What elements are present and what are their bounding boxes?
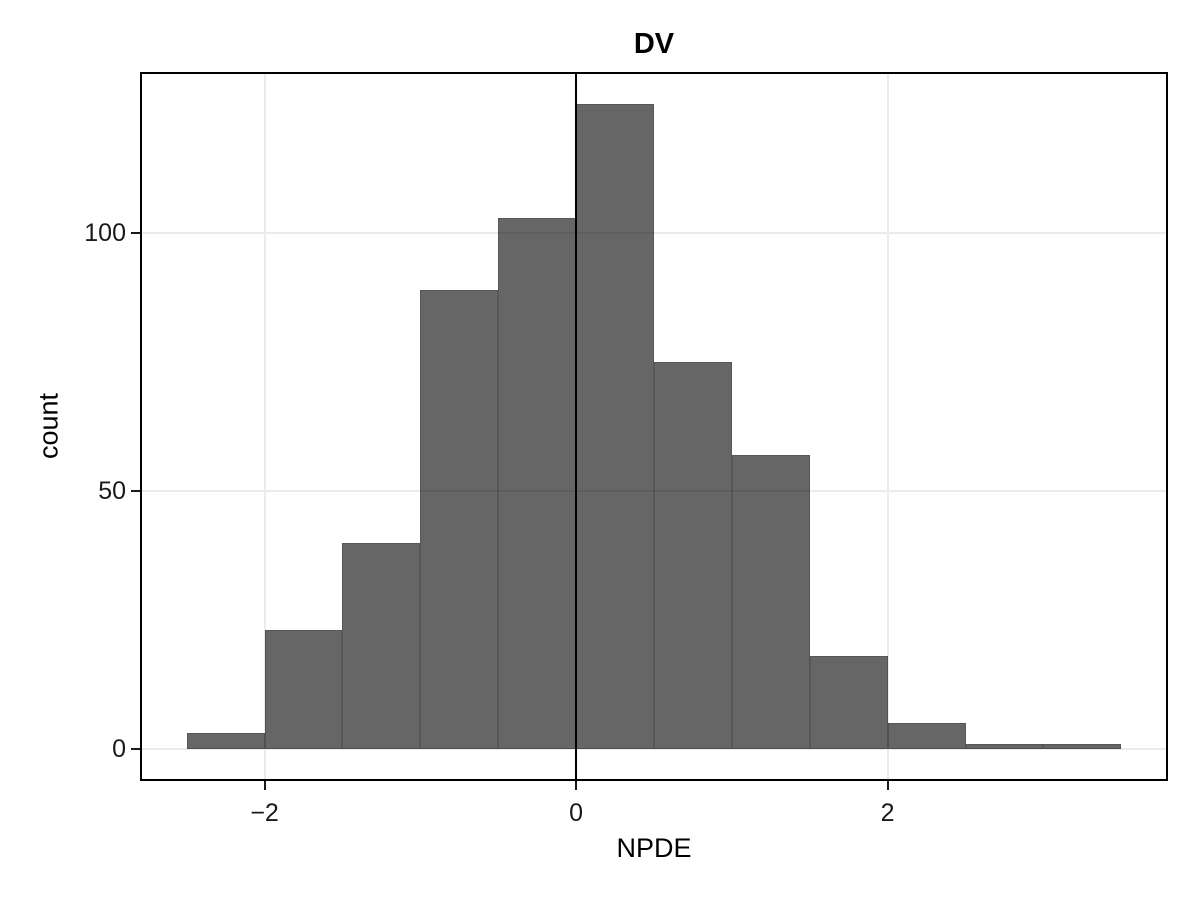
histogram-bar bbox=[731, 454, 810, 749]
histogram-bar bbox=[965, 743, 1044, 749]
x-axis-tick bbox=[886, 781, 889, 790]
x-gridline bbox=[263, 72, 266, 781]
histogram-bar bbox=[264, 630, 343, 749]
y-gridline bbox=[140, 232, 1168, 235]
histogram-bar bbox=[342, 542, 421, 749]
histogram-bar bbox=[654, 362, 732, 749]
histogram-bar bbox=[809, 655, 888, 749]
x-tick-label: 0 bbox=[569, 799, 584, 827]
histogram-bar bbox=[186, 733, 265, 749]
chart-title: DV bbox=[633, 28, 675, 60]
zero-reference-line bbox=[574, 72, 578, 781]
histogram-bar bbox=[420, 289, 499, 749]
y-tick-label: 50 bbox=[98, 476, 126, 505]
histogram-bar bbox=[576, 104, 654, 749]
histogram-bar bbox=[887, 722, 966, 749]
plot-panel bbox=[140, 72, 1168, 781]
x-axis-label: NPDE bbox=[616, 833, 692, 863]
histogram-bar bbox=[498, 217, 577, 749]
x-axis-tick bbox=[575, 781, 578, 790]
x-axis-tick bbox=[263, 781, 266, 790]
histogram-bar bbox=[1043, 743, 1122, 749]
y-axis-tick bbox=[131, 232, 140, 235]
y-tick-label: 100 bbox=[84, 219, 126, 248]
y-axis-tick bbox=[131, 489, 140, 492]
y-axis-tick bbox=[131, 747, 140, 750]
x-gridline bbox=[886, 72, 889, 781]
y-tick-label: 0 bbox=[112, 734, 126, 763]
y-gridline bbox=[140, 747, 1168, 750]
x-tick-label: 2 bbox=[880, 799, 895, 827]
y-axis-label: count bbox=[33, 392, 64, 460]
x-tick-label: −2 bbox=[250, 799, 279, 827]
